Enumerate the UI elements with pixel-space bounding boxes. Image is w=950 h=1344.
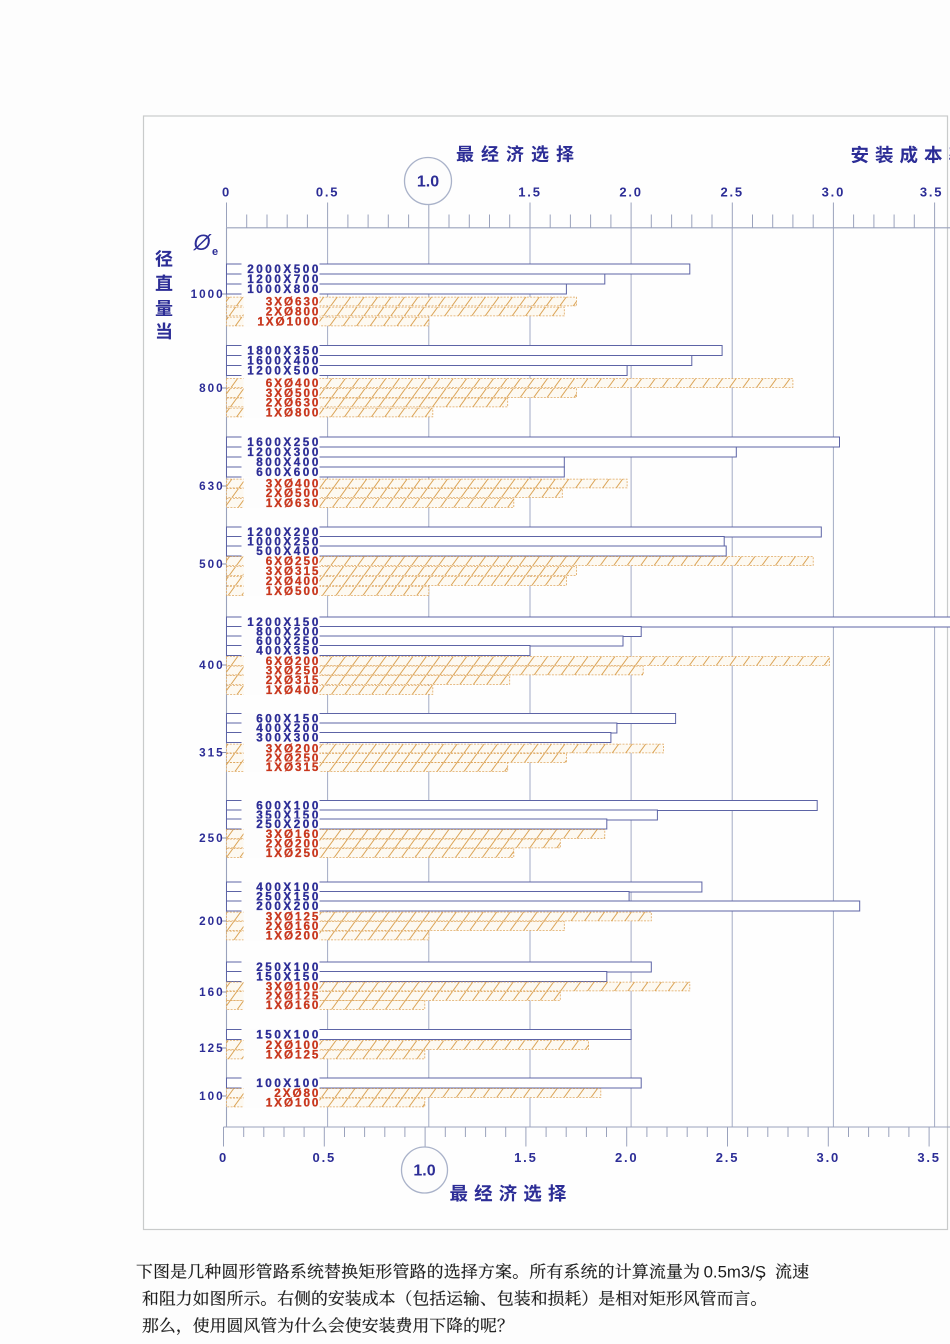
svg-text:0.5: 0.5: [316, 185, 339, 200]
svg-text:1XØ250: 1XØ250: [266, 847, 321, 860]
svg-text:500: 500: [199, 558, 225, 571]
svg-text:150X150: 150X150: [256, 971, 321, 984]
svg-text:400X350: 400X350: [256, 645, 321, 658]
svg-text:160: 160: [199, 986, 225, 999]
svg-text:2.0: 2.0: [619, 185, 642, 200]
svg-text:1000: 1000: [191, 288, 225, 301]
svg-text:250X200: 250X200: [256, 818, 321, 831]
svg-text:3.5: 3.5: [917, 1150, 940, 1165]
svg-text:e: e: [212, 246, 218, 258]
svg-text:1XØ1000: 1XØ1000: [257, 316, 320, 329]
svg-text:1800X350: 1800X350: [247, 345, 321, 358]
svg-text:1200X700: 1200X700: [247, 273, 321, 286]
svg-text:3XØ315: 3XØ315: [266, 565, 321, 578]
svg-text:1600X400: 1600X400: [247, 355, 321, 368]
svg-text:315: 315: [199, 747, 225, 760]
svg-text:1XØ200: 1XØ200: [266, 930, 321, 943]
svg-text:1000X800: 1000X800: [247, 283, 321, 296]
svg-text:1XØ630: 1XØ630: [266, 497, 321, 510]
svg-text:150X100: 150X100: [256, 1029, 321, 1042]
svg-text:1XØ315: 1XØ315: [266, 761, 321, 774]
svg-text:2XØ630: 2XØ630: [266, 397, 321, 410]
svg-text:1.5: 1.5: [518, 185, 541, 200]
svg-text:125: 125: [199, 1042, 225, 1055]
svg-text:1XØ500: 1XØ500: [266, 585, 321, 598]
svg-text:1200X300: 1200X300: [247, 446, 321, 459]
svg-text:2XØ500: 2XØ500: [266, 487, 321, 500]
svg-text:3.5: 3.5: [920, 185, 943, 200]
svg-text:2.0: 2.0: [615, 1150, 638, 1165]
svg-text:600X600: 600X600: [256, 466, 321, 479]
svg-text:800: 800: [199, 382, 225, 395]
svg-text:1XØ125: 1XØ125: [266, 1049, 321, 1062]
svg-text:200X200: 200X200: [256, 900, 321, 913]
svg-text:0: 0: [219, 1150, 228, 1165]
svg-text:1200X500: 1200X500: [247, 365, 321, 378]
svg-text:0: 0: [222, 185, 231, 200]
svg-text:2XØ315: 2XØ315: [266, 674, 321, 687]
svg-text:630: 630: [199, 480, 225, 493]
svg-text:1600X250: 1600X250: [247, 436, 321, 449]
svg-text:100X100: 100X100: [256, 1077, 321, 1090]
svg-text:0.5: 0.5: [313, 1150, 336, 1165]
svg-text:100: 100: [199, 1090, 225, 1103]
svg-text:6XØ400: 6XØ400: [266, 377, 321, 390]
svg-text:1.0: 1.0: [417, 174, 439, 191]
svg-text:3.0: 3.0: [817, 1150, 840, 1165]
svg-text:300X300: 300X300: [256, 732, 321, 745]
svg-text:250: 250: [199, 832, 225, 845]
svg-text:2XØ400: 2XØ400: [266, 575, 321, 588]
svg-text:2000X500: 2000X500: [247, 263, 321, 276]
svg-text:1.0: 1.0: [413, 1163, 435, 1180]
svg-text:0.5m3/S: 0.5m3/S: [704, 1263, 767, 1282]
svg-text:Ø: Ø: [193, 230, 213, 255]
svg-text:2XØ800: 2XØ800: [266, 306, 321, 319]
svg-text:1XØ800: 1XØ800: [266, 407, 321, 420]
svg-text:1XØ160: 1XØ160: [266, 999, 321, 1012]
svg-text:1XØ100: 1XØ100: [266, 1097, 321, 1110]
svg-text:3.0: 3.0: [822, 185, 845, 200]
svg-text:2.5: 2.5: [716, 1150, 739, 1165]
svg-text:1.5: 1.5: [514, 1150, 537, 1165]
svg-text:1XØ400: 1XØ400: [266, 684, 321, 697]
svg-text:200: 200: [199, 915, 225, 928]
svg-text:2.5: 2.5: [720, 185, 743, 200]
svg-text:400: 400: [199, 659, 225, 672]
svg-text:800X400: 800X400: [256, 456, 321, 469]
svg-text:6XØ250: 6XØ250: [266, 555, 321, 568]
svg-text:500X400: 500X400: [256, 545, 321, 558]
svg-text:3XØ630: 3XØ630: [266, 296, 321, 309]
